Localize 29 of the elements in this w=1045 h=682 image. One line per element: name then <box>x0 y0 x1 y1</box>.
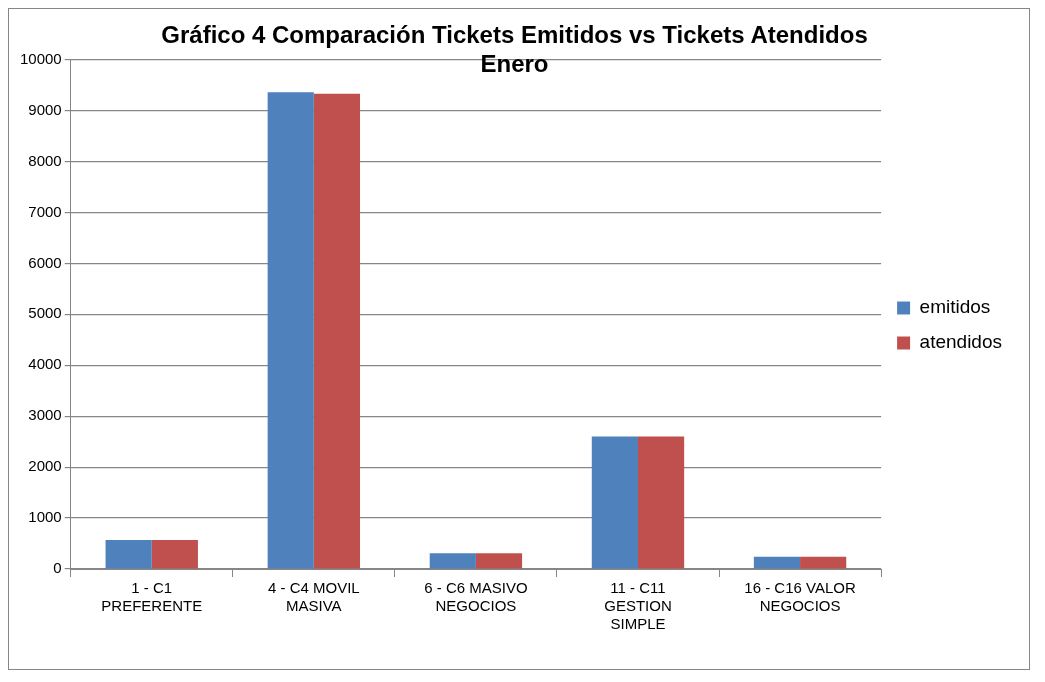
y-tick-label: 6000 <box>28 253 62 271</box>
y-tick-label: 10000 <box>19 49 62 67</box>
bar <box>475 553 523 569</box>
bar <box>105 539 152 569</box>
x-tick-label: 11 - C11 GESTION SIMPLE <box>604 579 672 633</box>
y-tick-label: 8000 <box>28 151 62 169</box>
x-tick-label: 6 - C6 MASIVO NEGOCIOS <box>424 579 528 615</box>
bar <box>753 556 801 569</box>
x-tick-label: 16 - C16 VALOR NEGOCIOS <box>744 579 856 615</box>
bar <box>800 556 847 569</box>
bar <box>313 93 361 569</box>
x-tick-label: 1 - C1 PREFERENTE <box>101 579 203 615</box>
chart-title: Gráfico 4 Comparación Tickets Emitidos vs Tickets Atendidos Enero <box>161 21 868 77</box>
bar <box>151 539 198 569</box>
y-tick-label: 4000 <box>28 355 62 373</box>
legend-label: emitidos <box>919 296 991 318</box>
bar <box>591 436 638 569</box>
y-tick-label: 5000 <box>28 304 62 322</box>
x-tick-label: 4 - C4 MOVIL MASIVA <box>267 579 360 615</box>
y-tick-label: 2000 <box>28 457 62 475</box>
bar <box>429 553 476 569</box>
bar <box>267 92 314 569</box>
bar <box>637 436 685 569</box>
y-tick-label: 3000 <box>28 406 62 424</box>
y-tick-label: 0 <box>53 559 62 577</box>
y-tick-label: 1000 <box>28 508 62 526</box>
y-tick-label: 7000 <box>28 202 62 220</box>
legend-label: atendidos <box>919 331 1002 353</box>
y-tick-label: 9000 <box>28 100 62 118</box>
